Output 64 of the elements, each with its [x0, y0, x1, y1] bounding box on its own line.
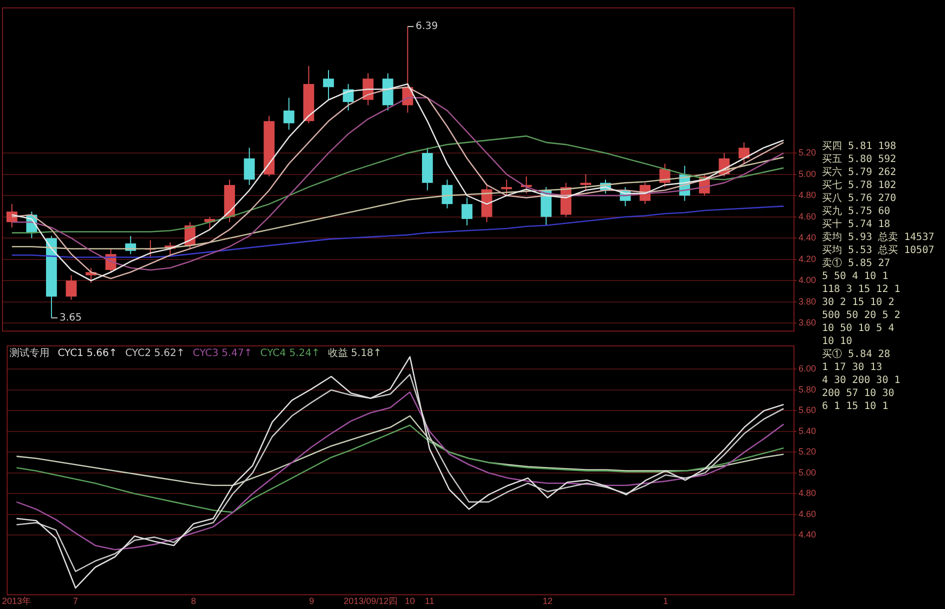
- y-tick-label: 6.00: [798, 364, 816, 374]
- y-tick-label: 4.60: [798, 211, 816, 222]
- y-tick-label: 5.00: [798, 467, 816, 478]
- x-tick-label: 9: [309, 596, 314, 606]
- y-tick-label: 3.60: [798, 318, 816, 328]
- y-tick-label: 4.00: [798, 275, 816, 286]
- text: 5 50 4 10 1: [822, 270, 890, 283]
- text: 买八 5.76 270: [822, 192, 898, 205]
- text: CYC3 5.47↑: [192, 348, 252, 359]
- x-tick-label: 7: [73, 596, 78, 606]
- text: 1 17 30 13: [822, 361, 884, 374]
- x-tick-label: 11: [424, 596, 434, 606]
- text: 买① 5.84 28: [822, 348, 892, 361]
- text: 10 10: [822, 335, 854, 348]
- text: 买四 5.81 198: [822, 140, 898, 153]
- y-tick-label: 4.80: [798, 488, 816, 498]
- annotation: 6.39: [416, 21, 438, 32]
- y-tick-label: 4.20: [798, 254, 816, 264]
- candlestick: [244, 147, 255, 186]
- annotation: 3.65: [59, 312, 82, 324]
- text: 买七 5.78 102: [822, 179, 898, 192]
- text: 卖① 5.85 27: [822, 257, 892, 270]
- text: 买九 5.75 60: [822, 205, 892, 218]
- x-tick-label: 8: [191, 596, 196, 606]
- text: 买六 5.79 262: [822, 166, 898, 179]
- text: 4 30 200 30 1: [822, 374, 902, 387]
- x-tick-label: 10: [404, 596, 415, 606]
- text: 买均 5.53 总买 10507: [822, 244, 936, 257]
- text: 买五 5.80 592: [822, 153, 898, 166]
- chart-title: 测试专用: [10, 346, 50, 359]
- y-tick-label: 4.80: [798, 190, 816, 200]
- text: 卖均 5.93 总卖 14537: [822, 231, 936, 244]
- text: 10 50 10 5 4: [822, 322, 896, 335]
- y-tick-label: 5.20: [798, 148, 816, 158]
- x-tick-label: 12: [542, 596, 553, 606]
- x-tick-label: 2013/09/12四: [344, 596, 398, 606]
- text: 买十 5.74 18: [822, 218, 892, 231]
- candlestick: [580, 174, 592, 191]
- text: 500 50 20 5 2: [822, 309, 902, 322]
- text: 6 1 15 10 1: [822, 400, 890, 413]
- x-tick-label: 1: [663, 596, 668, 606]
- candlestick: [462, 197, 472, 226]
- candlestick: [66, 274, 77, 300]
- candlestick: [323, 70, 334, 100]
- y-tick-label: 4.60: [798, 508, 816, 519]
- text: CYC2 5.62↑: [125, 348, 185, 359]
- y-tick-label: 5.20: [798, 446, 816, 457]
- text: CYC4 5.24↑: [260, 348, 320, 359]
- text: 收益 5.18↑: [328, 346, 382, 359]
- y-tick-label: 5.40: [798, 426, 816, 436]
- text: CYC1 5.66↑: [58, 348, 118, 359]
- y-tick-label: 4.40: [798, 530, 816, 540]
- y-tick-label: 5.80: [798, 384, 816, 394]
- x-tick-label: 2013年: [2, 596, 32, 606]
- text: 118 3 15 12 1: [822, 283, 902, 296]
- text: 30 2 15 10 2: [822, 296, 896, 309]
- y-tick-label: 4.40: [798, 232, 816, 243]
- candlestick: [283, 97, 294, 130]
- candlestick: [738, 142, 750, 164]
- y-tick-label: 5.00: [798, 168, 816, 179]
- candlestick: [501, 179, 512, 196]
- text: 200 57 10 30: [822, 387, 896, 400]
- y-tick-label: 5.60: [798, 405, 816, 416]
- y-tick-label: 3.80: [798, 296, 816, 306]
